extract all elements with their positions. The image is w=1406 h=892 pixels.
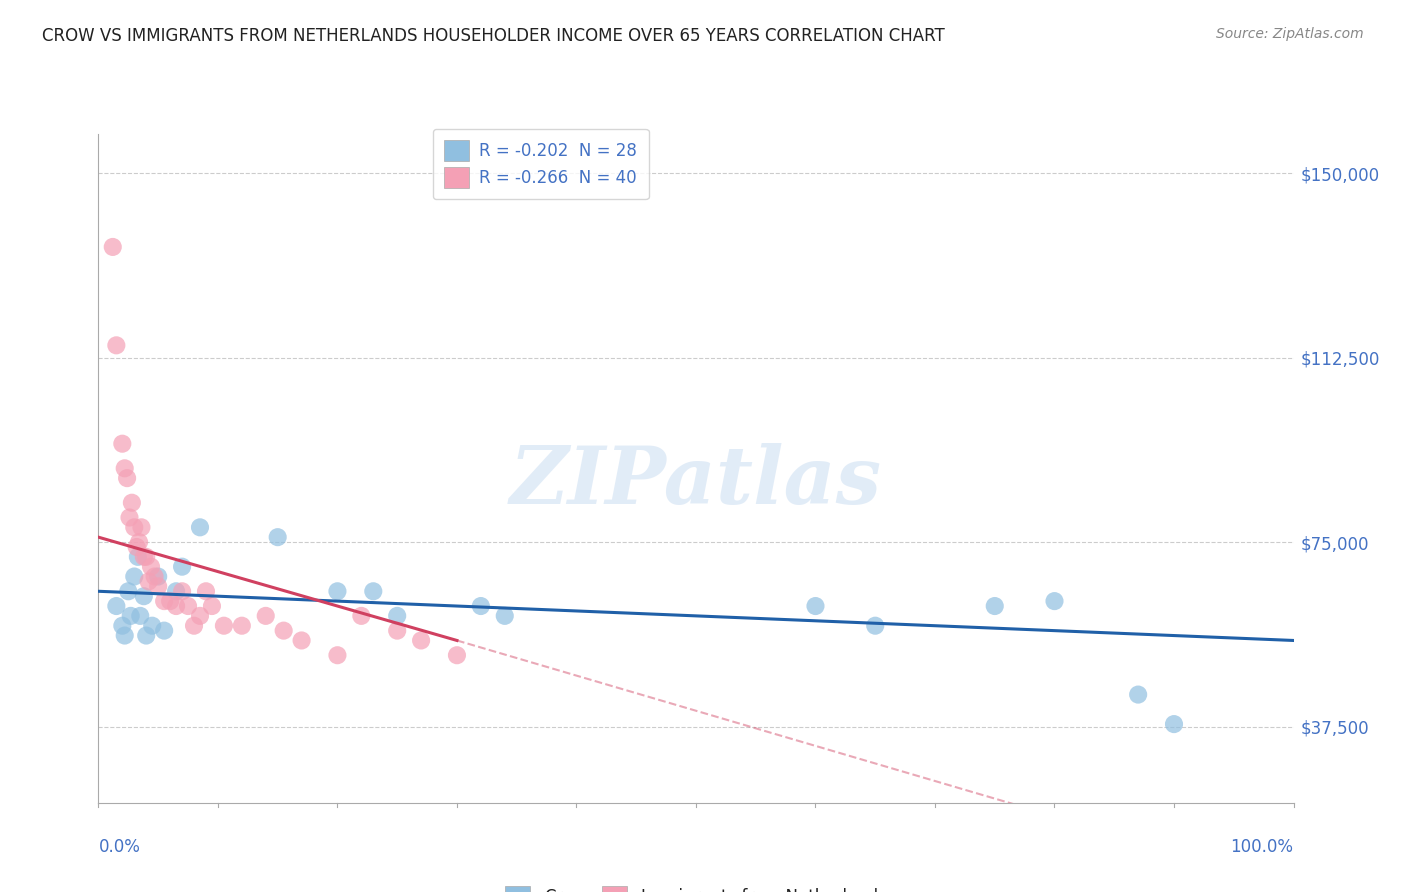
Point — [127, 549, 149, 564]
Point — [177, 599, 200, 613]
Legend: Crow, Immigrants from Netherlands: Crow, Immigrants from Netherlands — [498, 878, 894, 892]
Point — [153, 594, 176, 608]
Point — [273, 624, 295, 638]
Point — [201, 599, 224, 613]
Point — [120, 608, 142, 623]
Point — [148, 579, 170, 593]
Point — [148, 569, 170, 583]
Point — [138, 574, 160, 589]
Point — [188, 608, 211, 623]
Point — [105, 338, 128, 352]
Point — [111, 618, 134, 632]
Point — [326, 584, 349, 599]
Point — [159, 594, 181, 608]
Point — [470, 599, 492, 613]
Point — [121, 496, 143, 510]
Text: 0.0%: 0.0% — [98, 838, 141, 856]
Point — [114, 461, 136, 475]
Point — [131, 520, 153, 534]
Point — [132, 589, 155, 603]
Point — [143, 569, 166, 583]
Point — [132, 549, 155, 564]
Point — [141, 618, 163, 632]
Point — [135, 628, 157, 642]
Point — [165, 584, 187, 599]
Point — [863, 618, 887, 632]
Point — [172, 584, 194, 599]
Point — [363, 584, 385, 599]
Point — [350, 608, 373, 623]
Point — [139, 559, 162, 574]
Point — [1163, 717, 1185, 731]
Point — [124, 520, 146, 534]
Point — [804, 599, 827, 613]
Text: CROW VS IMMIGRANTS FROM NETHERLANDS HOUSEHOLDER INCOME OVER 65 YEARS CORRELATION: CROW VS IMMIGRANTS FROM NETHERLANDS HOUS… — [42, 27, 945, 45]
Text: 100.0%: 100.0% — [1230, 838, 1294, 856]
Point — [114, 628, 136, 642]
Point — [105, 599, 128, 613]
Point — [153, 624, 176, 638]
Point — [172, 559, 194, 574]
Point — [984, 599, 1007, 613]
Point — [115, 471, 138, 485]
Point — [494, 608, 516, 623]
Point — [411, 633, 433, 648]
Point — [135, 549, 157, 564]
Point — [212, 618, 235, 632]
Point — [117, 584, 139, 599]
Point — [267, 530, 290, 544]
Point — [125, 540, 148, 554]
Point — [254, 608, 277, 623]
Point — [183, 618, 205, 632]
Point — [231, 618, 253, 632]
Point — [111, 436, 134, 450]
Point — [118, 510, 141, 524]
Point — [124, 569, 146, 583]
Text: ZIPatlas: ZIPatlas — [510, 443, 882, 520]
Point — [128, 535, 150, 549]
Point — [446, 648, 468, 663]
Text: Source: ZipAtlas.com: Source: ZipAtlas.com — [1216, 27, 1364, 41]
Point — [188, 520, 211, 534]
Point — [385, 624, 409, 638]
Point — [1043, 594, 1066, 608]
Point — [129, 608, 152, 623]
Point — [1128, 688, 1150, 702]
Point — [194, 584, 218, 599]
Point — [326, 648, 349, 663]
Point — [165, 599, 187, 613]
Point — [101, 240, 124, 254]
Point — [290, 633, 312, 648]
Point — [385, 608, 409, 623]
